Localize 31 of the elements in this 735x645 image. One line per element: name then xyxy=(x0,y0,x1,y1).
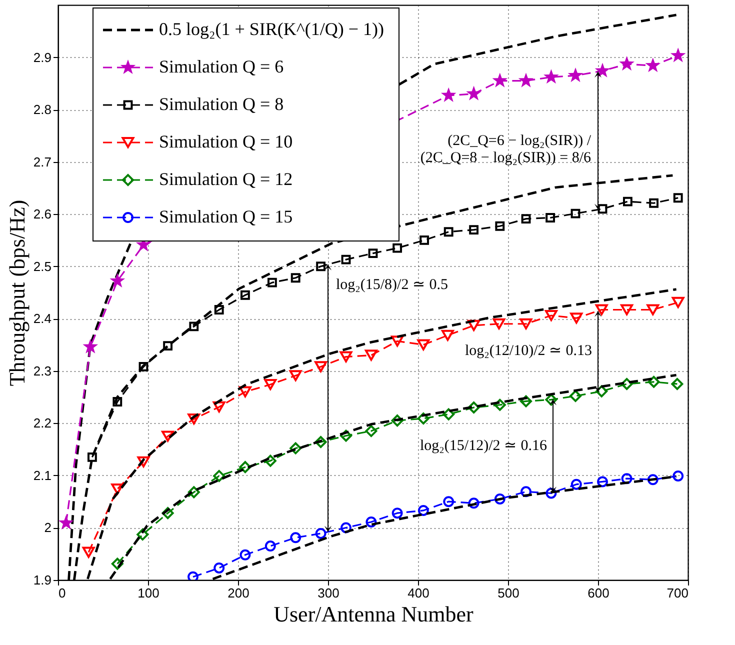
y-tick-label: 2 xyxy=(44,520,52,536)
y-axis-title: Throughput (bps/Hz) xyxy=(4,200,30,386)
y-tick-label: 2.9 xyxy=(33,50,52,65)
y-tick-label: 2.5 xyxy=(33,258,52,274)
x-tick-label: 700 xyxy=(666,586,688,600)
x-tick-label: 400 xyxy=(408,586,430,600)
annotation: log₂(15/12)/2 ≃ 0.16 xyxy=(420,438,548,454)
y-tick-label: 1.9 xyxy=(33,572,52,588)
x-tick-label: 300 xyxy=(318,586,340,600)
y-tick-label: 2.3 xyxy=(33,363,52,378)
legend-label: 0.5 log₂(1 + SIR(K^(1/Q) − 1)) xyxy=(159,19,384,39)
legend-label: Simulation Q = 8 xyxy=(159,94,284,114)
x-axis-title: User/Antenna Number xyxy=(274,602,474,626)
legend-label: Simulation Q = 6 xyxy=(159,56,284,76)
annotation: (2C_Q=6 − log₂(SIR)) / (2C_Q=8 − log₂(SIR)) = 8/6 xyxy=(420,133,592,166)
annotation: log₂(15/8)/2 ≃ 0.5 xyxy=(336,277,448,293)
x-tick-label: 200 xyxy=(228,586,250,600)
x-tick-label: 500 xyxy=(498,586,520,600)
y-tick-label: 2.4 xyxy=(33,311,52,326)
legend-label: Simulation Q = 15 xyxy=(159,206,293,226)
legend-label: Simulation Q = 12 xyxy=(159,169,293,189)
x-tick-label: 100 xyxy=(138,586,160,600)
y-tick-label: 2.2 xyxy=(33,416,52,431)
legend-label: Simulation Q = 10 xyxy=(159,132,293,152)
annotation: log₂(12/10)/2 ≃ 0.13 xyxy=(465,343,592,359)
y-tick-label: 2.1 xyxy=(33,468,52,483)
y-tick-label: 2.7 xyxy=(33,154,52,170)
x-tick-label: 0 xyxy=(58,586,66,600)
y-tick-label: 2.6 xyxy=(33,206,52,222)
x-tick-label: 600 xyxy=(588,586,610,600)
y-tick-label: 2.8 xyxy=(33,102,52,118)
